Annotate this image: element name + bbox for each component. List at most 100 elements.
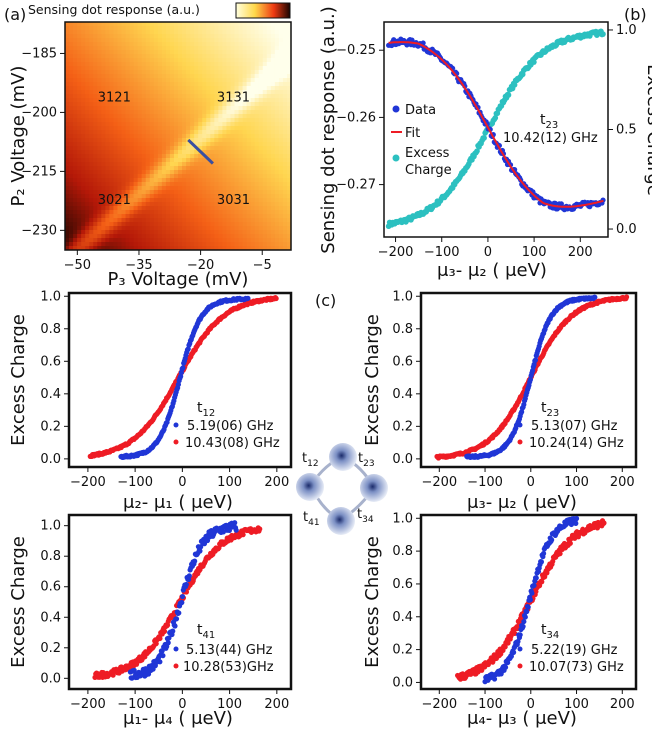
blue-data-point: [183, 581, 189, 588]
y-tick-label: 0.0: [392, 675, 413, 690]
x-tick-label: −200: [70, 475, 106, 490]
quantum-dot-schematic: t12 t23 t41 t34: [296, 443, 388, 535]
panel-t41: −200 −100 0 100 200 0.0 0.2 0.4 0.6 0.8 1.0 μ₁- μ₄…: [8, 513, 293, 729]
x-tick-label: −5: [253, 258, 272, 273]
x-axis-label: P₃ Voltage (mV): [108, 269, 249, 290]
y-tick-label: 0.0: [40, 452, 61, 467]
detuning-line: [187, 138, 214, 165]
y-axis-label: Excess Charge: [8, 536, 29, 668]
x-tick-label: 0: [178, 697, 186, 712]
blue-data-point: [131, 667, 137, 673]
y-tick-label: 0.4: [40, 387, 61, 402]
y-tick-label: 0.4: [392, 610, 413, 625]
coupling-label: t12: [197, 400, 215, 419]
coupling-value: 10.42(12) GHz: [503, 131, 598, 146]
panel-a-label: (a): [4, 5, 26, 24]
excess-charge-point: [481, 135, 487, 141]
blue-data-point: [538, 559, 545, 565]
legend-red: 10.28(53)GHz: [183, 660, 274, 675]
y-tick-label: −0.27: [336, 178, 376, 193]
panel-b-label: (b): [624, 5, 647, 24]
y-tick-label: 1.0: [40, 289, 61, 304]
data-point: [391, 37, 397, 43]
x-tick-label: −100: [424, 245, 460, 260]
right-axis-label: Excess Charge: [643, 64, 652, 196]
y-tick-label: 0.6: [392, 354, 413, 369]
charge-state-label: 3031: [217, 193, 250, 208]
blue-data-point: [165, 640, 171, 646]
excess-charge-point: [511, 82, 518, 88]
panel-t23: −200 −100 0 100 200 0.0 0.2 0.4 0.6 0.8 1.0 μ₃- μ₂…: [362, 289, 638, 513]
y-tick-label: −215: [21, 164, 57, 179]
x-tick-label: 200: [610, 697, 635, 712]
y-tick-label: 0.0: [40, 671, 61, 686]
y-tick-label: 0.8: [40, 322, 61, 337]
legend-blue: 5.19(06) GHz: [187, 419, 274, 434]
y-tick-label: −0.25: [336, 43, 376, 58]
y-axis-label: Excess Charge: [362, 314, 383, 446]
legend-blue: 5.13(07) GHz: [531, 419, 618, 434]
y-axis-label: Sensing dot response (a.u.): [318, 6, 339, 253]
fit-line: [388, 41, 604, 208]
blue-data-point: [178, 373, 184, 379]
blue-data-point: [527, 376, 534, 383]
data-point: [558, 201, 564, 207]
quantum-dot-2: [360, 474, 388, 502]
x-tick-label: 200: [568, 245, 593, 260]
x-tick-label: 0: [527, 697, 535, 712]
y-tick-label: 0.6: [40, 580, 61, 595]
y-tick-label: −230: [21, 223, 57, 238]
x-tick-label: −20: [187, 258, 214, 273]
heatmap-image: [65, 22, 291, 250]
plot-frame: [419, 513, 638, 691]
x-tick-label: −200: [70, 697, 106, 712]
right-y-tick-label: 1.0: [616, 23, 637, 38]
x-tick-label: −100: [467, 475, 503, 490]
blue-data-point: [510, 649, 517, 655]
blue-data-point: [491, 676, 498, 682]
x-tick-label: 200: [264, 697, 289, 712]
heatmap-panel: Sensing dot response (a.u.) −50 −35 −20 −5 −…: [8, 2, 292, 290]
right-y-tick-label: 0.5: [616, 123, 637, 138]
y-tick-label: 1.0: [40, 519, 61, 534]
y-tick-label: −185: [21, 46, 57, 61]
legend: Data Fit Excess Charge: [391, 103, 452, 178]
legend-fit: Fit: [405, 126, 420, 141]
x-tick-label: 100: [217, 475, 242, 490]
y-tick-label: 0.4: [40, 610, 61, 625]
blue-data-point: [532, 357, 539, 363]
blue-data-point: [521, 618, 527, 625]
red-data-point: [601, 520, 607, 526]
blue-data-point: [502, 664, 509, 670]
y-axis-label: Excess Charge: [362, 536, 383, 668]
x-tick-label: 100: [564, 697, 589, 712]
y-tick-label: 0.2: [40, 641, 61, 656]
blue-data-point: [180, 365, 186, 371]
blue-data-point: [573, 515, 580, 522]
y-tick-label: −0.26: [336, 110, 376, 125]
blue-data-point: [531, 582, 537, 589]
y-tick-label: 0.2: [392, 419, 413, 434]
charge-state-label: 3021: [98, 193, 131, 208]
blue-data-point: [232, 520, 238, 526]
coupling-label: t34: [541, 622, 559, 641]
coupling-t41: t41: [303, 510, 320, 528]
blue-data-point: [592, 294, 598, 300]
plot-frame: [419, 291, 638, 469]
excess-charge-point: [474, 148, 480, 154]
red-data-point: [257, 526, 263, 532]
red-data-point: [161, 628, 168, 634]
blue-data-point: [173, 616, 180, 622]
x-tick-label: 100: [564, 475, 589, 490]
blue-data-point: [522, 614, 528, 620]
y-axis-label: P₂ Voltage (mV): [8, 66, 29, 207]
x-axis-label: μ₄- μ₃ ( μeV): [467, 708, 577, 729]
legend-data: Data: [405, 103, 436, 118]
y-tick-label: −200: [21, 105, 57, 120]
y-tick-label: 0.6: [392, 577, 413, 592]
blue-data-point: [192, 558, 198, 564]
x-tick-label: 0: [527, 475, 535, 490]
quantum-dot-3: [327, 507, 355, 535]
blue-data-point: [176, 610, 182, 616]
quantum-dot-4: [296, 473, 324, 501]
